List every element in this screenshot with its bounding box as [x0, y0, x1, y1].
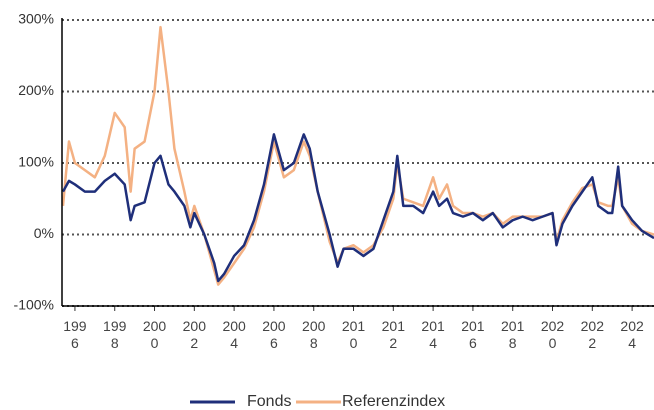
x-tick-label: 2006: [262, 318, 286, 351]
x-tick-label: 2004: [222, 318, 246, 351]
y-tick-label: -100%: [14, 297, 54, 313]
legend-label: Fonds: [247, 393, 291, 410]
x-tick-label: 2016: [461, 318, 485, 351]
x-tick-label: 2014: [421, 318, 445, 351]
y-tick-label: 200%: [18, 82, 54, 98]
x-tick-label: 2020: [540, 318, 565, 351]
x-tick-label: 2000: [142, 318, 167, 351]
x-tick-label: 2008: [302, 318, 326, 351]
y-tick-label: 300%: [18, 11, 54, 27]
x-tick-label: 1998: [103, 318, 127, 351]
x-tick-label: 1996: [63, 318, 87, 351]
x-tick-label: 2024: [620, 318, 644, 351]
series-line: [61, 133, 654, 283]
x-tick-label: 2002: [182, 318, 206, 351]
x-tick-label: 2010: [341, 318, 366, 351]
y-tick-label: 100%: [18, 154, 54, 170]
x-tick-label: 2018: [501, 318, 525, 351]
series-line: [61, 25, 654, 286]
y-tick-label: 0%: [34, 225, 54, 241]
legend-label: Referenzindex: [342, 393, 445, 410]
x-tick-label: 2012: [381, 318, 405, 351]
x-tick-label: 2022: [580, 318, 604, 351]
